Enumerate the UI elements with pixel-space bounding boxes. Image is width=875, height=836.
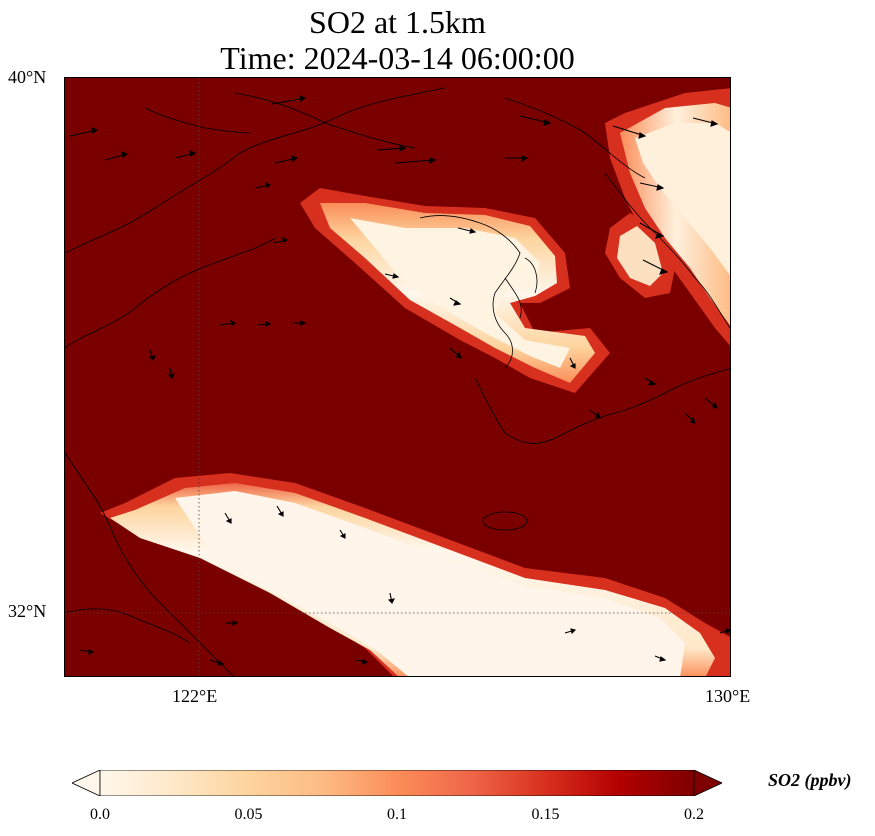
colorbar-tick: 0.05 <box>234 806 263 823</box>
colorbar <box>72 770 722 796</box>
lat-label-40n: 40°N <box>8 67 47 87</box>
lat-label-32n: 32°N <box>8 601 47 621</box>
so2-plume-north <box>300 188 610 393</box>
colorbar-extend-low <box>72 770 101 796</box>
wind-vectors <box>69 95 730 666</box>
colorbar-gradient <box>99 770 695 796</box>
colorbar-tick: 0.2 <box>684 806 704 823</box>
gridlines <box>65 78 730 676</box>
colorbar-label: SO2 (ppbv) <box>768 770 852 790</box>
colorbar-tick: 0.1 <box>387 806 407 823</box>
map-title-time: Time: 2024-03-14 06:00:00 <box>220 40 575 76</box>
lon-label-122e: 122°E <box>172 686 218 706</box>
map-title-variable: SO2 at 1.5km <box>309 4 486 40</box>
so2-plume-northeast <box>605 88 730 346</box>
lon-label-130e: 130°E <box>705 686 751 706</box>
colorbar-extend-high <box>693 770 722 796</box>
colorbar-tick: 0.0 <box>90 806 110 823</box>
so2-plume-south <box>100 473 730 676</box>
colorbar-tick: 0.15 <box>531 806 560 823</box>
coastlines <box>65 87 730 676</box>
so2-map-panel <box>64 77 731 677</box>
map-svg <box>65 78 730 676</box>
